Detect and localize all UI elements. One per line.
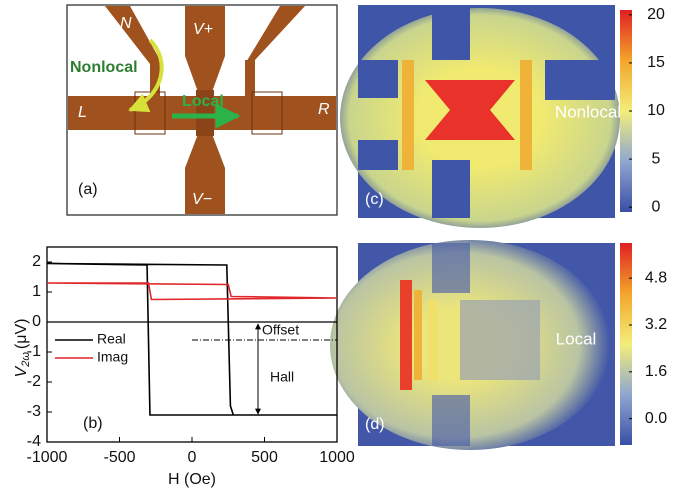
diagram-label: L: [78, 104, 87, 121]
panel-label: (b): [83, 415, 103, 432]
plot-frame: [46, 246, 338, 443]
x-tick-label: 500: [251, 449, 278, 466]
heatmap-image-d: [330, 240, 615, 450]
x-tick-label: 1000: [319, 449, 355, 466]
y-tick-label: 0: [32, 313, 41, 330]
x-tick-label: 0: [188, 449, 197, 466]
y-label-symbol: V: [13, 365, 30, 377]
legend-label: Real: [97, 331, 126, 347]
y-tick-label: -1: [27, 343, 41, 360]
diagram-label: Nonlocal: [70, 59, 138, 76]
x-tick-label: -500: [103, 449, 135, 466]
colorbar-tick-label: 10: [647, 102, 665, 119]
panel-label: (a): [78, 181, 98, 198]
y-tick-label: 2: [32, 253, 41, 270]
panel-label: (c): [365, 191, 384, 208]
colorbar-tick-label: 0.0: [645, 410, 667, 427]
heatmap-image-c: [340, 5, 620, 228]
colorbar: [620, 10, 632, 212]
diagram-label: V−: [192, 191, 212, 208]
diagram-label: R: [318, 101, 330, 118]
colorbar-tick-label: 0: [652, 198, 661, 215]
heatmap-label: Local: [556, 329, 597, 348]
annotation-text: Hall: [270, 369, 294, 385]
colorbar-tick-label: 3.2: [645, 316, 667, 333]
annotation: Offset Hall: [192, 322, 337, 415]
y-axis-label: V2ω (μV): [13, 319, 32, 378]
colorbar-tick-label: 20: [647, 6, 665, 23]
heatmap-label: Nonlocal: [555, 102, 621, 121]
x-axis-label: H (Oe): [168, 471, 216, 488]
y-tick-label: -4: [27, 433, 41, 450]
x-tick-label: -1000: [27, 449, 68, 466]
diagram-label: V+: [193, 21, 213, 38]
colorbar-tick-label: 1.6: [645, 363, 667, 380]
colorbar-tick-label: 5: [652, 150, 661, 167]
y-tick-label: -3: [27, 403, 41, 420]
data-line: [46, 262, 337, 416]
colorbar-tick-label: 4.8: [645, 269, 667, 286]
y-tick-label: -2: [27, 373, 41, 390]
y-tick-label: 1: [32, 283, 41, 300]
y-label-unit: (μV): [13, 319, 30, 350]
data-line: [46, 282, 338, 301]
legend-label: Imag: [97, 349, 128, 365]
panel-label: (d): [365, 416, 385, 433]
colorbar-tick-label: 15: [647, 54, 665, 71]
diagram-label: N: [120, 15, 132, 32]
y-label-subscript: 2ω: [20, 352, 32, 368]
colorbar: [620, 243, 632, 445]
annotation-text: Offset: [262, 322, 299, 338]
diagram-label: Local: [182, 93, 224, 110]
device-diagram: N V+ L R V− Nonlocal Local (a): [66, 4, 338, 216]
